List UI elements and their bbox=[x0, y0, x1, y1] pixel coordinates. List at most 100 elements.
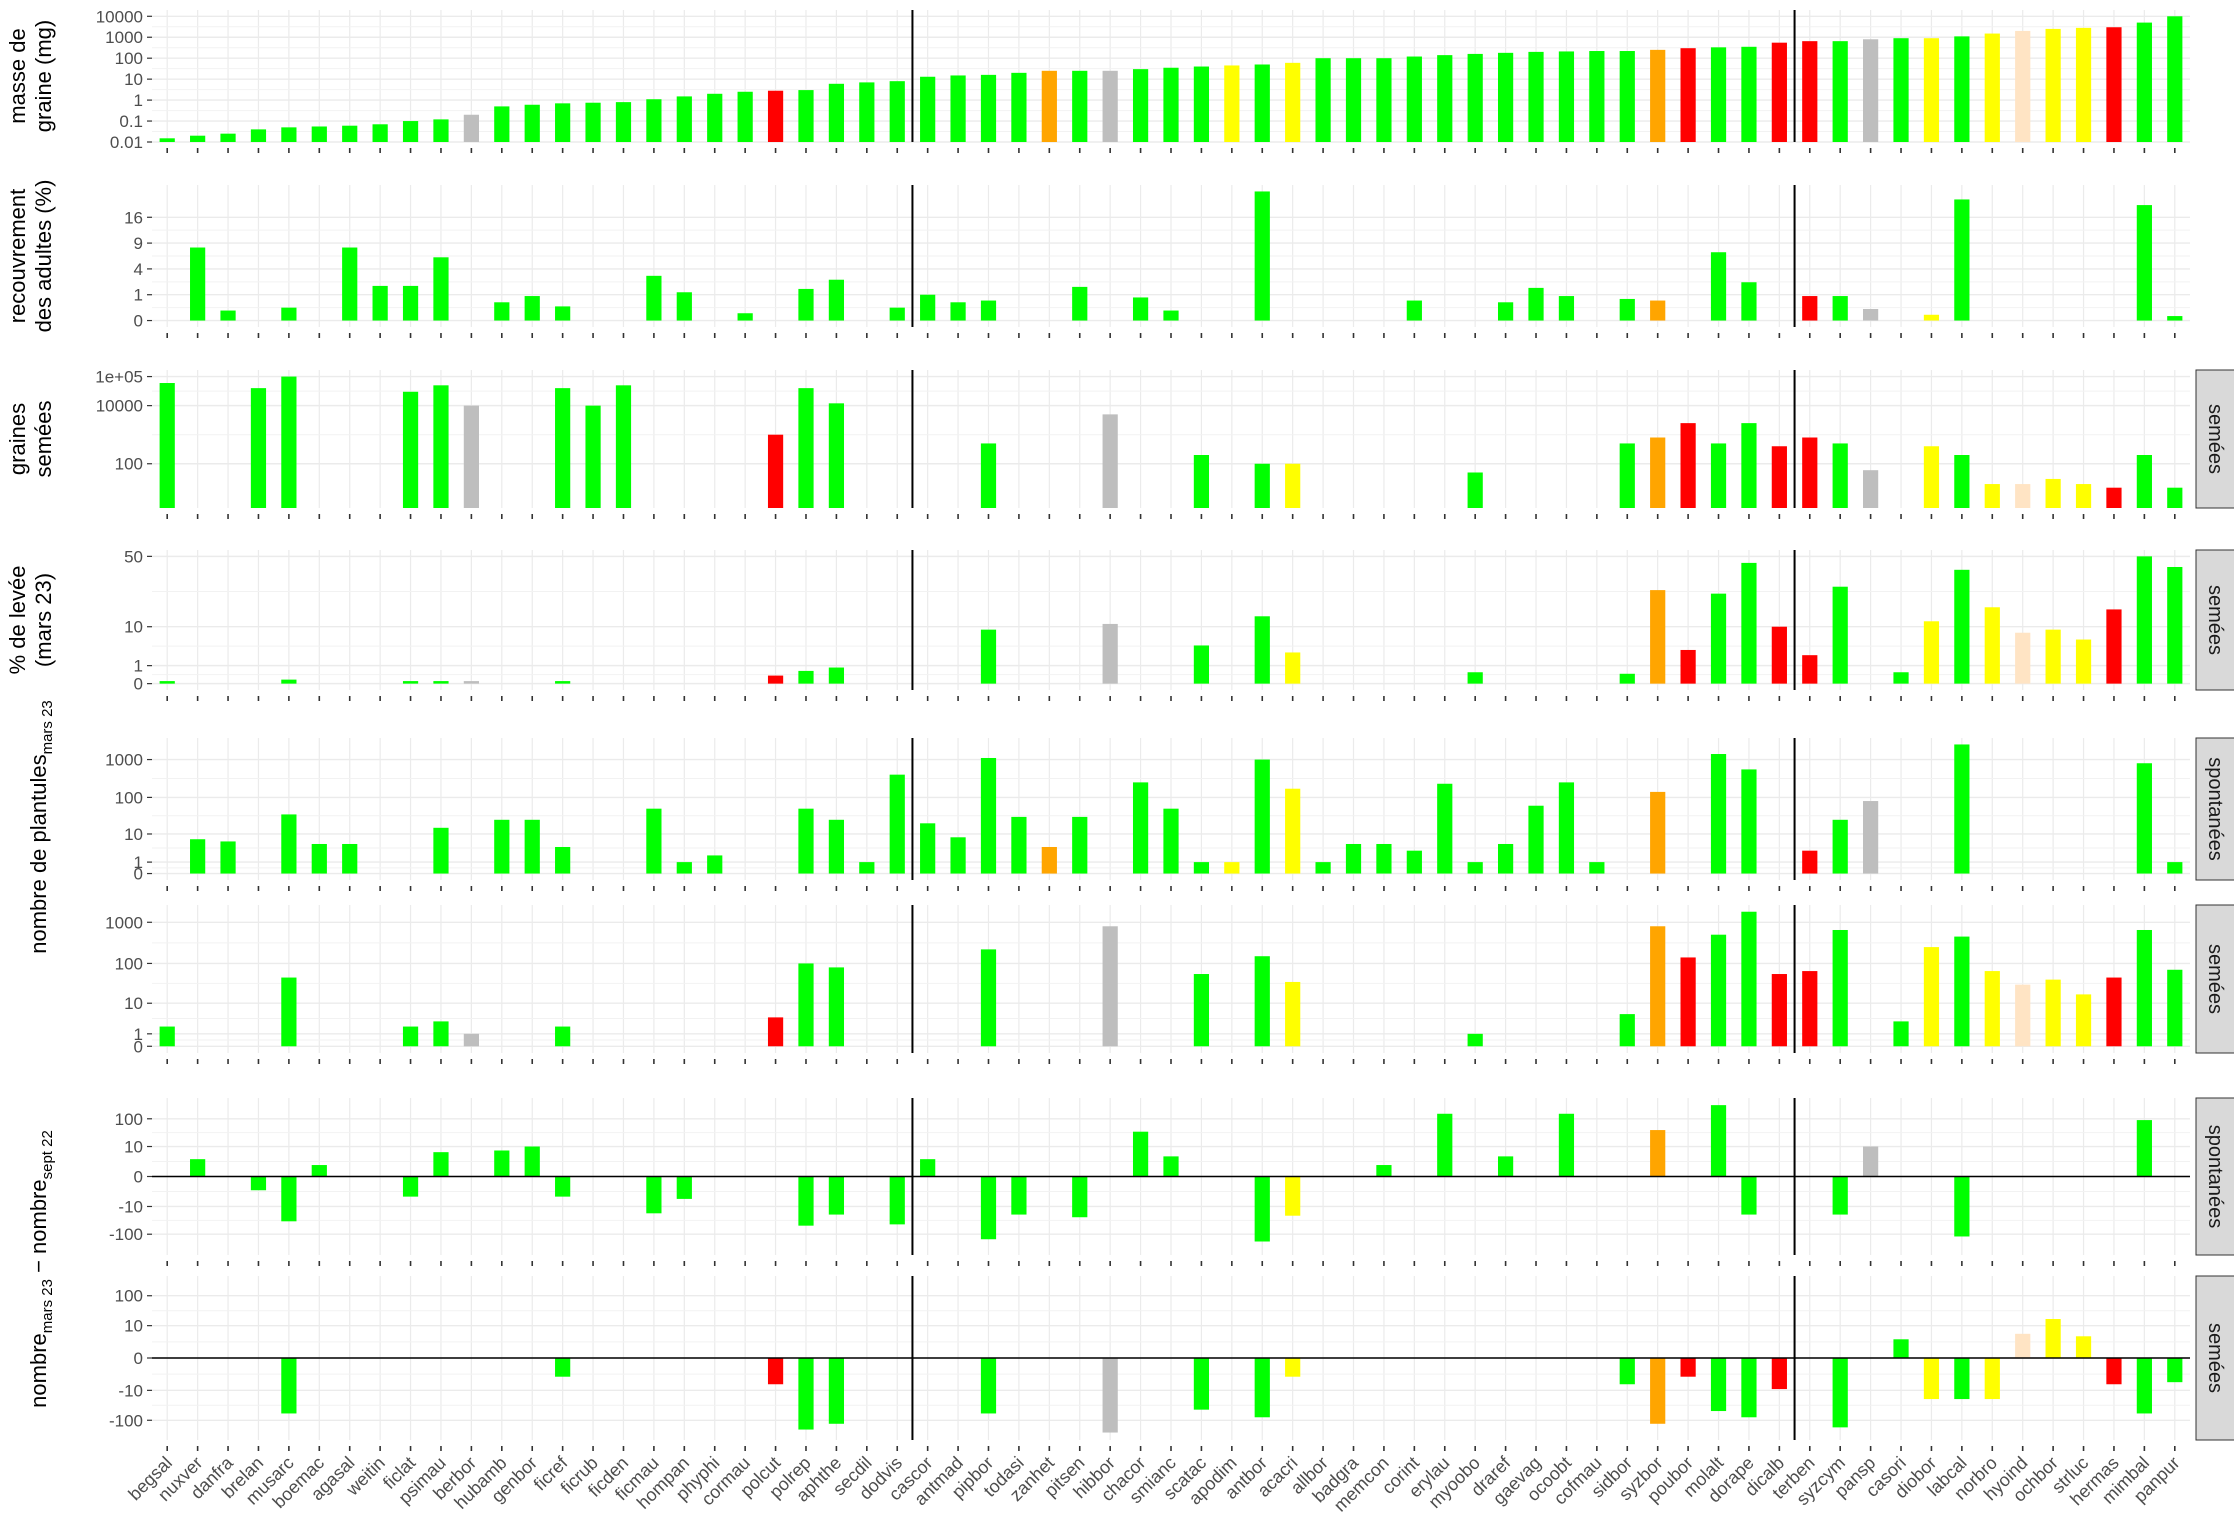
bar-begsal bbox=[159, 1026, 175, 1047]
bar-terben bbox=[1802, 971, 1818, 1047]
y-tick-label: 100 bbox=[115, 1287, 143, 1306]
y-axis-label: grainessemées bbox=[5, 400, 56, 477]
bar-dorape bbox=[1741, 769, 1757, 874]
facet-strip bbox=[2195, 904, 2234, 1054]
y-axis-label: recouvrementdes adultes (%) bbox=[5, 180, 56, 333]
bar-labcal bbox=[1954, 1358, 1970, 1400]
bar-sidbor bbox=[1619, 298, 1635, 321]
bar-syzbor bbox=[1650, 590, 1666, 684]
bar-ochbor bbox=[2045, 629, 2061, 684]
bar-hyoind bbox=[2015, 30, 2031, 142]
bar-cascor bbox=[920, 76, 936, 142]
bar-polrep bbox=[798, 808, 814, 874]
bar-smianc bbox=[1163, 808, 1179, 874]
bar-todasi bbox=[1011, 1176, 1027, 1215]
bar-ochbor bbox=[2045, 979, 2061, 1047]
bar-hyoind bbox=[2015, 1333, 2031, 1358]
bar-musarc bbox=[281, 679, 297, 684]
bar-strluc bbox=[2075, 994, 2092, 1047]
bar-hermas bbox=[2106, 487, 2122, 508]
bar-ficref bbox=[555, 846, 571, 874]
bar-phyphi bbox=[707, 93, 723, 142]
bar-chacor bbox=[1132, 297, 1149, 321]
y-tick-label: 0 bbox=[134, 1037, 143, 1056]
bar-labcal bbox=[1954, 199, 1970, 321]
y-tick-label: 10 bbox=[124, 994, 143, 1013]
panel-1: 0.01 0.1 1 10 100 1000 10000 masse degraine (mg… bbox=[5, 7, 2190, 153]
bar-hubamb bbox=[494, 106, 510, 142]
panel-6: 01 10 100 1000 semées bbox=[105, 904, 2234, 1064]
bar-ficden bbox=[615, 102, 632, 142]
bar-diobor bbox=[1923, 621, 1940, 684]
bar-scatac bbox=[1193, 645, 1210, 684]
bar-scatac bbox=[1193, 862, 1210, 874]
bar-boemac bbox=[311, 1165, 327, 1177]
bar-scatac bbox=[1193, 66, 1210, 142]
bar-dodvis bbox=[889, 307, 905, 321]
bar-genbor bbox=[524, 296, 540, 321]
bar-antbor bbox=[1254, 191, 1270, 321]
bar-pansp bbox=[1863, 39, 1879, 143]
bar-gaevag bbox=[1528, 51, 1544, 143]
y-tick-label: 100 bbox=[115, 49, 143, 68]
bar-syzbor bbox=[1650, 1130, 1666, 1177]
bar-dorape bbox=[1741, 1358, 1757, 1418]
bar-aphthe bbox=[828, 819, 845, 874]
bar-acacri bbox=[1285, 652, 1301, 684]
bar-norbro bbox=[1984, 33, 2000, 142]
bar-berbor bbox=[463, 114, 479, 142]
facet-strip-label: spontanées bbox=[2204, 1125, 2226, 1228]
bar-syzcym bbox=[1832, 819, 1848, 874]
bar-polcut bbox=[767, 675, 784, 684]
bar-molalt bbox=[1710, 1105, 1727, 1177]
facet-strip bbox=[2195, 737, 2234, 881]
bar-draref bbox=[1497, 302, 1514, 321]
bar-polcut bbox=[767, 90, 784, 142]
panel-3: 100 10000 1e+05 grainessemées semées bbox=[5, 368, 2234, 519]
bar-panpur bbox=[2167, 969, 2183, 1047]
bar-dicalb bbox=[1771, 446, 1787, 508]
bar-ficlat bbox=[402, 121, 419, 142]
bar-labcal bbox=[1954, 36, 1970, 142]
panel-2: 0 1 4 9 16 recouvrementdes adultes (%) bbox=[5, 180, 2190, 338]
bar-pipbor bbox=[980, 757, 997, 874]
bar-berbor bbox=[463, 1033, 479, 1047]
y-tick-label: 10000 bbox=[96, 397, 143, 416]
y-tick-label: 10 bbox=[124, 618, 143, 637]
bar-ochbor bbox=[2045, 478, 2061, 508]
panel-4: 01 10 50 % de levée(mars 23) semées bbox=[5, 547, 2234, 701]
bar-hubamb bbox=[494, 1150, 510, 1177]
bar-memcon bbox=[1376, 843, 1392, 874]
bar-terben bbox=[1802, 850, 1818, 874]
bar-pipbor bbox=[980, 949, 997, 1047]
bar-sidbor bbox=[1619, 1358, 1635, 1385]
bar-polrep bbox=[798, 288, 814, 321]
bar-corint bbox=[1406, 56, 1422, 142]
bar-polrep bbox=[798, 670, 814, 684]
bar-pitsen bbox=[1072, 286, 1088, 321]
y-tick-label: 4 bbox=[134, 260, 143, 279]
bar-draref bbox=[1497, 1156, 1514, 1177]
bar-smianc bbox=[1163, 310, 1179, 321]
bar-hubamb bbox=[494, 819, 510, 874]
bar-erylau bbox=[1437, 1113, 1453, 1177]
bar-ocoobt bbox=[1558, 782, 1575, 874]
bar-norbro bbox=[1984, 484, 2000, 508]
bar-ficmau bbox=[646, 99, 662, 142]
y-tick-label: 0 bbox=[134, 675, 143, 694]
bar-psimau bbox=[433, 385, 449, 508]
bar-antbor bbox=[1254, 759, 1270, 874]
y-tick-label: 1 bbox=[134, 91, 143, 110]
bar-musarc bbox=[281, 977, 297, 1047]
bar-zanhet bbox=[1041, 70, 1057, 142]
y-tick-label: 10 bbox=[124, 70, 143, 89]
bar-terben bbox=[1802, 41, 1818, 142]
bar-cofmau bbox=[1589, 51, 1605, 142]
bar-chacor bbox=[1132, 1131, 1149, 1177]
bar-antbor bbox=[1254, 64, 1270, 142]
bar-ocoobt bbox=[1558, 1113, 1575, 1177]
bar-cascor bbox=[920, 294, 936, 321]
bar-danfra bbox=[220, 133, 236, 142]
bar-cormau bbox=[737, 313, 753, 321]
